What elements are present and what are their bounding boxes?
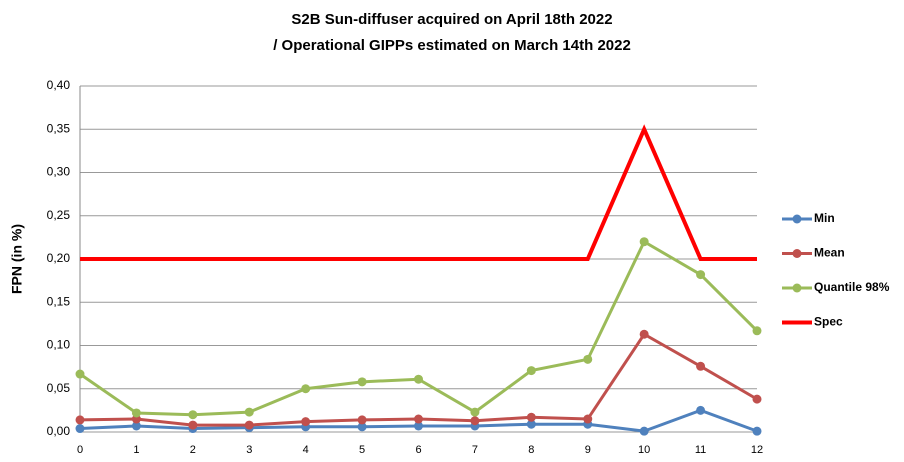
data-point bbox=[583, 414, 593, 424]
x-tick-label: 4 bbox=[303, 444, 309, 456]
legend-label: Mean bbox=[814, 246, 845, 260]
data-point bbox=[75, 415, 85, 425]
y-tick-label: 0,00 bbox=[47, 424, 71, 438]
x-tick-label: 12 bbox=[751, 444, 763, 456]
x-tick-label: 11 bbox=[695, 444, 706, 456]
legend-marker bbox=[792, 283, 802, 293]
data-point bbox=[188, 410, 198, 420]
data-point bbox=[75, 369, 85, 379]
data-point bbox=[696, 361, 706, 371]
data-point bbox=[301, 417, 311, 427]
chart-title: S2B Sun-diffuser acquired on April 18th … bbox=[291, 11, 612, 28]
y-tick-label: 0,35 bbox=[47, 121, 71, 135]
y-tick-label: 0,20 bbox=[47, 251, 71, 265]
x-tick-label: 9 bbox=[585, 444, 591, 456]
y-tick-label: 0,30 bbox=[47, 165, 71, 179]
series-line bbox=[80, 124, 757, 261]
data-point bbox=[357, 422, 367, 432]
data-point bbox=[526, 412, 536, 422]
y-tick-label: 0,40 bbox=[47, 78, 71, 92]
chart-title: / Operational GIPPs estimated on March 1… bbox=[273, 37, 631, 54]
data-point bbox=[244, 407, 254, 417]
data-point bbox=[357, 377, 367, 387]
y-tick-label: 0,15 bbox=[47, 294, 71, 308]
data-point bbox=[131, 408, 141, 418]
legend-marker bbox=[792, 214, 802, 224]
data-point bbox=[696, 405, 706, 415]
data-point bbox=[470, 416, 480, 426]
x-tick-label: 8 bbox=[528, 444, 534, 456]
y-axis-label: FPN (in %) bbox=[9, 224, 25, 294]
x-tick-label: 5 bbox=[359, 444, 365, 456]
legend-label: Spec bbox=[814, 315, 843, 329]
data-point bbox=[639, 426, 649, 436]
data-point bbox=[244, 420, 254, 430]
data-point bbox=[131, 421, 141, 431]
data-point bbox=[357, 415, 367, 425]
data-point bbox=[526, 366, 536, 376]
data-point bbox=[470, 407, 480, 417]
data-point bbox=[752, 394, 762, 404]
data-point bbox=[414, 414, 423, 424]
legend-marker bbox=[792, 249, 802, 258]
data-point bbox=[526, 419, 536, 429]
data-point bbox=[696, 270, 706, 280]
legend-label: Min bbox=[814, 211, 835, 225]
x-tick-label: 6 bbox=[415, 444, 421, 456]
data-point bbox=[639, 237, 649, 247]
data-point bbox=[752, 426, 762, 436]
data-point bbox=[583, 354, 593, 364]
x-tick-label: 2 bbox=[190, 444, 196, 456]
data-point bbox=[75, 424, 85, 434]
data-point bbox=[414, 421, 423, 431]
data-point bbox=[639, 329, 649, 339]
data-point bbox=[301, 384, 311, 394]
y-tick-label: 0,05 bbox=[47, 381, 71, 395]
x-tick-label: 0 bbox=[77, 444, 83, 456]
x-tick-label: 10 bbox=[638, 444, 650, 456]
data-point bbox=[414, 374, 423, 384]
x-tick-label: 1 bbox=[133, 444, 139, 456]
x-tick-label: 3 bbox=[246, 444, 252, 456]
data-point bbox=[188, 420, 198, 430]
data-point bbox=[752, 326, 762, 336]
y-tick-label: 0,25 bbox=[47, 208, 71, 222]
y-tick-label: 0,10 bbox=[47, 338, 71, 352]
x-tick-label: 7 bbox=[472, 444, 478, 456]
legend-label: Quantile 98% bbox=[814, 280, 890, 294]
